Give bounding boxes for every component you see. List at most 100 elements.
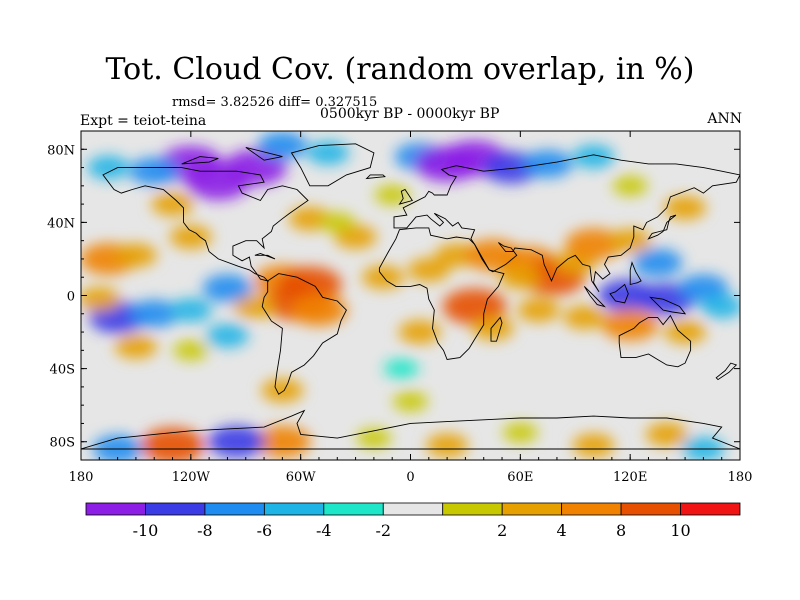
anomaly-patch (169, 225, 213, 250)
lat-tick-label: 40N (47, 216, 75, 231)
lon-tick-label: 60E (507, 470, 533, 485)
anomaly-patch (663, 195, 707, 220)
anomaly-patch (407, 257, 451, 282)
lon-tick-label: 60W (286, 470, 317, 485)
colorbar-box (382, 502, 444, 516)
coastline (649, 296, 687, 315)
anomaly-patch (563, 305, 606, 330)
anomaly-patch (356, 428, 392, 449)
coastlines (81, 143, 740, 450)
coastline (261, 273, 347, 395)
anomaly-patch (257, 131, 308, 160)
rmsd-diff-text: rmsd= 3.82526 diff= 0.327515 (172, 95, 378, 110)
anomaly-patch (202, 274, 253, 303)
anomaly-patch (392, 391, 429, 412)
coastline (393, 154, 740, 293)
anomaly-patch (612, 175, 648, 196)
anomaly-patch (290, 294, 348, 327)
anomaly-patch (151, 192, 194, 217)
anomaly-patch (114, 243, 158, 268)
coastline (290, 143, 375, 187)
coastline (398, 188, 414, 205)
coastline (81, 409, 740, 450)
colorbar-box (263, 502, 325, 516)
lon-tick-label: 180 (69, 470, 94, 485)
anomaly-patch (608, 228, 652, 253)
coastline (102, 167, 309, 282)
anomaly-patch (129, 157, 180, 186)
coastline (647, 214, 677, 240)
anomaly-patch (361, 265, 405, 290)
anomaly-patch (374, 184, 410, 205)
lat-tick-label: 40S (50, 363, 75, 378)
coastline (181, 156, 219, 165)
colorbar-label: 2 (497, 521, 507, 540)
colorbar-box (145, 502, 206, 516)
anomaly-field (81, 131, 740, 460)
colorbar-box (85, 502, 146, 516)
anomaly-patch (81, 287, 121, 312)
lat-tick-label: 80S (50, 436, 75, 451)
anomaly-patch (92, 435, 143, 460)
lon-tick-label: 180 (728, 470, 753, 485)
colorbar-label: -10 (133, 521, 159, 540)
colorbar-box (442, 502, 503, 516)
colorbar-box (680, 502, 741, 516)
colorbar-box (501, 502, 563, 516)
anomaly-patch (169, 298, 213, 323)
lon-tick-label: 120W (172, 470, 211, 485)
map-area (80, 130, 741, 461)
anomaly-patch (383, 358, 419, 379)
anomaly-patch (253, 425, 311, 458)
coastline (629, 261, 642, 286)
colorbar-label: 10 (670, 521, 690, 540)
anomaly-patch (206, 323, 249, 348)
coastline (618, 314, 692, 368)
colorbar: -10 -8 -6 -4 -2 2 4 8 10 (85, 502, 741, 540)
anomaly-patch (140, 427, 205, 460)
anomaly-patch (425, 433, 469, 458)
anomaly-patch (398, 320, 441, 345)
period-label: 0500kyr BP - 0000kyr BP (320, 106, 500, 122)
anomaly-patch (499, 265, 542, 290)
anomaly-patch (565, 228, 622, 261)
coastline (245, 146, 283, 161)
anomaly-patch (517, 298, 560, 323)
anomaly-patch (682, 437, 725, 460)
anomaly-patch (129, 299, 180, 328)
lat-tick-label: 0 (67, 290, 75, 305)
lon-tick-label: 0 (406, 470, 414, 485)
colorbar-label: -8 (197, 521, 213, 540)
colorbar-label: 4 (557, 521, 567, 540)
lon-tick-label: 120E (613, 470, 647, 485)
experiment-label: Expt = teiot-teina (80, 113, 207, 129)
colorbar-label: -2 (375, 521, 391, 540)
season-label: ANN (707, 111, 742, 127)
anomaly-patch (442, 288, 507, 325)
anomaly-patch (700, 294, 740, 319)
lat-tick-label: 80N (47, 143, 75, 158)
figure-title: Tot. Cloud Cov. (random overlap, in %) (105, 52, 695, 87)
colorbar-label: -4 (316, 521, 332, 540)
coastline (254, 253, 276, 260)
anomaly-patch (645, 422, 688, 447)
anomaly-patch (572, 433, 615, 458)
anomaly-patch (632, 248, 683, 277)
colorbar-box (561, 502, 622, 516)
colorbar-label: -6 (257, 521, 273, 540)
coastline (715, 362, 738, 381)
coastline (378, 227, 505, 360)
anomaly-patch (208, 425, 265, 458)
coastline (584, 286, 606, 308)
coastline (609, 283, 629, 304)
anomaly-patch (261, 378, 304, 403)
colorbar-box (620, 502, 681, 516)
colorbar-label: 8 (616, 521, 626, 540)
map-axes: 180 120W 60W 0 60E 120E 180 80N 40N 0 40S 80S (47, 131, 752, 485)
anomaly-patch (173, 340, 209, 361)
anomaly-patch (87, 155, 130, 180)
coastline (490, 316, 503, 342)
anomaly-patch (471, 316, 515, 341)
colorbar-box (323, 502, 384, 516)
